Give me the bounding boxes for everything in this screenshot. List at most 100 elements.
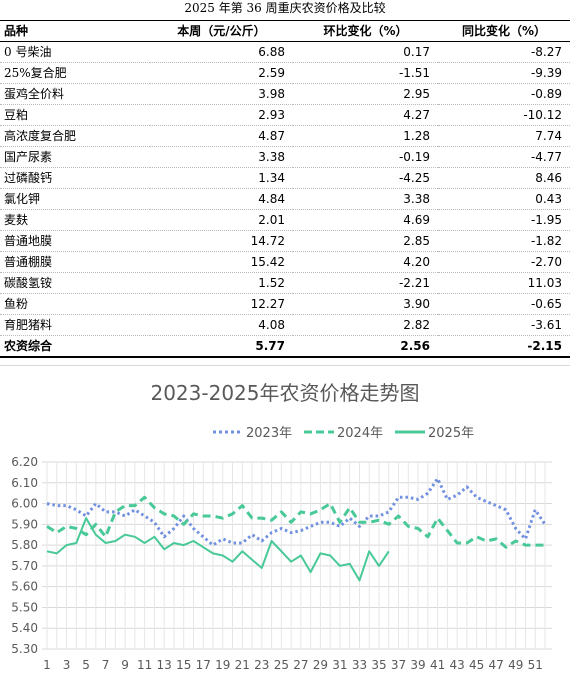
row-wow: -0.19	[293, 146, 438, 168]
row-yoy: 7.74	[438, 125, 570, 147]
table-total-row: 农资综合 5.77 2.56 -2.15	[0, 335, 570, 358]
y-tick-label: 5.30	[11, 642, 38, 656]
table-row: 育肥猪料 4.08 2.82 -3.61	[0, 314, 570, 336]
price-table: 品种 本周（元/公斤） 环比变化（%） 同比变化（%） 0 号柴油 6.88 0.1…	[0, 20, 570, 358]
y-tick-label: 5.40	[11, 621, 38, 635]
total-price: 5.77	[150, 335, 293, 358]
row-name: 碳酸氢铵	[0, 272, 150, 294]
row-wow: 4.27	[293, 104, 438, 126]
x-tick-label: 5	[82, 658, 90, 672]
row-price: 1.34	[150, 167, 293, 189]
x-tick-label: 51	[528, 658, 543, 672]
row-wow: 2.95	[293, 83, 438, 105]
x-tick-label: 21	[235, 658, 250, 672]
table-row: 豆粕 2.93 4.27 -10.12	[0, 104, 570, 126]
total-wow: 2.56	[293, 335, 438, 358]
row-name: 普通棚膜	[0, 251, 150, 273]
row-name: 蛋鸡全价料	[0, 83, 150, 105]
row-price: 2.01	[150, 209, 293, 231]
row-wow: 4.20	[293, 251, 438, 273]
y-tick-label: 5.50	[11, 600, 38, 614]
x-tick-label: 15	[176, 658, 191, 672]
row-yoy: -3.61	[438, 314, 570, 336]
row-name: 高浓度复合肥	[0, 125, 150, 147]
row-name: 国产尿素	[0, 146, 150, 168]
x-tick-label: 35	[371, 658, 386, 672]
row-yoy: -0.89	[438, 83, 570, 105]
x-tick-label: 47	[489, 658, 504, 672]
row-name: 氯化钾	[0, 188, 150, 210]
y-tick-label: 5.80	[11, 538, 38, 552]
x-tick-label: 23	[254, 658, 269, 672]
header-price: 本周（元/公斤）	[150, 20, 293, 42]
row-yoy: 8.46	[438, 167, 570, 189]
price-trend-chart: 2023-2025年农资价格走势图 2023年 2024年 2025年 5.30 5.40…	[11, 381, 552, 672]
table-body: 0 号柴油 6.88 0.17 -8.27 25%复合肥 2.59 -1.51 -9.39 …	[0, 41, 570, 358]
row-name: 育肥猪料	[0, 314, 150, 336]
row-wow: 4.69	[293, 209, 438, 231]
price-trend-chart-section: 2023-2025年农资价格走势图 2023年 2024年 2025年 5.30 5.40…	[0, 365, 570, 697]
row-price: 4.84	[150, 188, 293, 210]
table-row: 鱼粉 12.27 3.90 -0.65	[0, 293, 570, 315]
x-tick-label: 45	[469, 658, 484, 672]
row-wow: 1.28	[293, 125, 438, 147]
row-wow: 3.38	[293, 188, 438, 210]
y-tick-label: 6.10	[11, 476, 38, 490]
x-tick-label: 19	[215, 658, 230, 672]
header-yoy: 同比变化（%）	[438, 20, 570, 42]
legend-label: 2024年	[337, 426, 383, 441]
row-yoy: -4.77	[438, 146, 570, 168]
x-tick-label: 33	[352, 658, 367, 672]
row-yoy: -0.65	[438, 293, 570, 315]
total-yoy: -2.15	[438, 335, 570, 358]
row-name: 豆粕	[0, 104, 150, 126]
x-tick-label: 31	[332, 658, 347, 672]
row-name: 普通地膜	[0, 230, 150, 252]
x-tick-label: 13	[157, 658, 172, 672]
y-tick-label: 6.00	[11, 497, 38, 511]
header-variety: 品种	[0, 20, 150, 42]
row-wow: 0.17	[293, 41, 438, 63]
row-price: 2.59	[150, 62, 293, 84]
table-row: 碳酸氢铵 1.52 -2.21 11.03	[0, 272, 570, 294]
x-tick-label: 27	[293, 658, 308, 672]
row-yoy: -2.70	[438, 251, 570, 273]
row-wow: -1.51	[293, 62, 438, 84]
row-wow: -4.25	[293, 167, 438, 189]
row-wow: -2.21	[293, 272, 438, 294]
table-row: 25%复合肥 2.59 -1.51 -9.39	[0, 62, 570, 84]
y-tick-label: 5.70	[11, 559, 38, 573]
row-price: 4.08	[150, 314, 293, 336]
table-row: 国产尿素 3.38 -0.19 -4.77	[0, 146, 570, 168]
x-tick-label: 17	[196, 658, 211, 672]
row-wow: 3.90	[293, 293, 438, 315]
x-tick-label: 29	[313, 658, 328, 672]
x-tick-label: 9	[121, 658, 129, 672]
y-tick-label: 5.60	[11, 580, 38, 594]
row-name: 过磷酸钙	[0, 167, 150, 189]
row-yoy: 11.03	[438, 272, 570, 294]
row-wow: 2.85	[293, 230, 438, 252]
row-yoy: -10.12	[438, 104, 570, 126]
total-name: 农资综合	[0, 335, 150, 358]
row-price: 3.98	[150, 83, 293, 105]
x-tick-label: 49	[508, 658, 523, 672]
x-tick-label: 7	[102, 658, 110, 672]
row-price: 14.72	[150, 230, 293, 252]
row-name: 麦麸	[0, 209, 150, 231]
row-yoy: 0.43	[438, 188, 570, 210]
row-yoy: -1.95	[438, 209, 570, 231]
series-line-2024年	[46, 495, 545, 549]
table-row: 氯化钾 4.84 3.38 0.43	[0, 188, 570, 210]
table-row: 普通地膜 14.72 2.85 -1.82	[0, 230, 570, 252]
x-tick-label: 39	[410, 658, 425, 672]
row-wow: 2.82	[293, 314, 438, 336]
series-line-2025年	[46, 517, 390, 582]
row-price: 2.93	[150, 104, 293, 126]
x-tick-label: 43	[449, 658, 464, 672]
series-line-2023年	[46, 477, 547, 547]
row-name: 25%复合肥	[0, 62, 150, 84]
table-row: 蛋鸡全价料 3.98 2.95 -0.89	[0, 83, 570, 105]
x-tick-label: 25	[274, 658, 289, 672]
header-wow: 环比变化（%）	[293, 20, 438, 42]
